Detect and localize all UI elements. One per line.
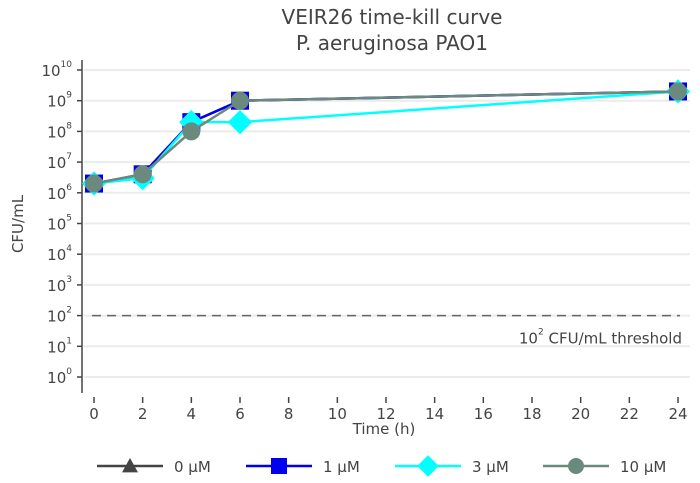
- x-tick-label: 0: [89, 405, 99, 423]
- legend-item-2: 3 µM: [395, 455, 509, 477]
- legend-label: 1 µM: [323, 458, 360, 476]
- chart-title: VEIR26 time-kill curve: [282, 5, 503, 29]
- data-point: [85, 174, 103, 193]
- series-line: [93, 90, 679, 185]
- legend-marker: [271, 458, 287, 474]
- threshold-label: 102 CFU/mL threshold: [519, 328, 682, 348]
- data-point: [669, 82, 687, 101]
- y-tick-label: 106: [47, 183, 72, 203]
- x-tick-label: 6: [235, 405, 245, 423]
- x-tick-label: 4: [187, 405, 197, 423]
- series-line: [93, 90, 679, 185]
- chart-subtitle: P. aeruginosa PAO1: [296, 31, 488, 55]
- legend-label: 3 µM: [472, 458, 509, 476]
- y-axis-label: CFU/mL: [9, 194, 27, 253]
- data-point: [227, 110, 253, 135]
- x-tick-label: 14: [425, 405, 444, 423]
- data-point: [179, 110, 204, 135]
- x-axis-label: Time (h): [352, 420, 416, 438]
- series-3: [85, 82, 687, 193]
- x-tick-label: 16: [474, 405, 493, 423]
- legend-marker: [568, 458, 584, 474]
- y-tick-label: 108: [47, 121, 72, 141]
- x-tick-label: 18: [522, 405, 541, 423]
- x-tick-label: 20: [571, 405, 590, 423]
- series-line: [93, 90, 679, 185]
- legend-marker: [417, 455, 439, 477]
- legend: 0 µM 1 µM 3 µM 10 µM: [97, 455, 666, 477]
- x-tick-label: 2: [138, 405, 148, 423]
- x-tick-label: 8: [284, 405, 294, 423]
- legend-item-0: 0 µM: [97, 458, 211, 476]
- legend-marker: [122, 458, 138, 473]
- x-tick-label: 12: [376, 405, 395, 423]
- y-tick-label: 103: [47, 275, 72, 295]
- data-point: [231, 91, 249, 110]
- y-tick-label: 101: [47, 336, 72, 356]
- legend-item-3: 10 µM: [543, 458, 666, 476]
- y-tick-label: 100: [47, 367, 72, 387]
- data-point: [182, 122, 201, 141]
- x-tick-label: 10: [328, 405, 347, 423]
- y-tick-label: 102: [47, 306, 72, 326]
- threshold-line-group: 102 CFU/mL threshold: [92, 314, 682, 348]
- series-group: [81, 79, 691, 196]
- series-line: [93, 90, 679, 185]
- y-tick-label: 1010: [41, 60, 72, 80]
- y-tick-label: 104: [47, 244, 72, 264]
- y-tick-label: 105: [47, 214, 72, 234]
- legend-label: 10 µM: [620, 458, 666, 476]
- series-1: [85, 82, 687, 193]
- x-tick-label: 22: [620, 405, 639, 423]
- data-point: [133, 165, 152, 184]
- y-tick-label: 109: [47, 91, 72, 111]
- x-tick-label: 24: [668, 405, 687, 423]
- legend-label: 0 µM: [174, 458, 211, 476]
- y-tick-label: 107: [47, 152, 72, 172]
- legend-item-1: 1 µM: [246, 458, 360, 476]
